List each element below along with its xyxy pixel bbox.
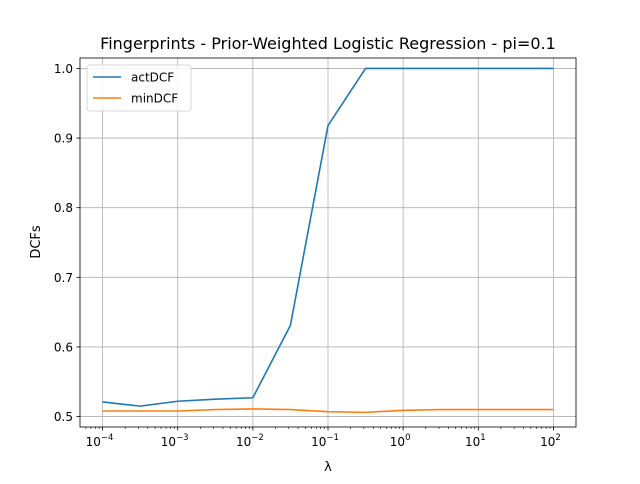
y-axis-label: DCFs	[29, 225, 44, 259]
x-tick-label: 10−2	[236, 433, 264, 449]
legend-label-minDCF: minDCF	[131, 92, 178, 106]
y-tick-label: 0.7	[54, 271, 73, 285]
y-axis-ticks: 0.5 0.6 0.7 0.8 0.9 1.0	[54, 62, 80, 424]
x-tick-label: 102	[540, 433, 561, 449]
x-tick-label: 10−3	[161, 433, 189, 449]
legend-label-actDCF: actDCF	[131, 71, 174, 85]
x-tick-label: 10−1	[311, 433, 339, 449]
x-tick-label: 100	[390, 433, 411, 449]
series-lines	[102, 67, 554, 414]
x-axis-label: λ	[324, 460, 332, 475]
y-tick-label: 0.6	[54, 340, 73, 354]
legend: actDCF minDCF	[86, 64, 192, 112]
grid	[80, 58, 576, 427]
series-line-minDCF	[102, 408, 554, 414]
x-tick-label: 10−4	[86, 433, 114, 449]
y-tick-label: 1.0	[54, 62, 73, 76]
chart-title: Fingerprints - Prior-Weighted Logistic R…	[100, 34, 556, 53]
y-tick-label: 0.8	[54, 201, 73, 215]
y-tick-label: 0.9	[54, 132, 73, 146]
x-tick-label: 101	[465, 433, 486, 449]
x-axis-ticks: 10−4 10−3 10−2 10−1 100 101 102	[85, 427, 561, 449]
y-tick-label: 0.5	[54, 410, 73, 424]
series-line-actDCF	[102, 67, 554, 407]
